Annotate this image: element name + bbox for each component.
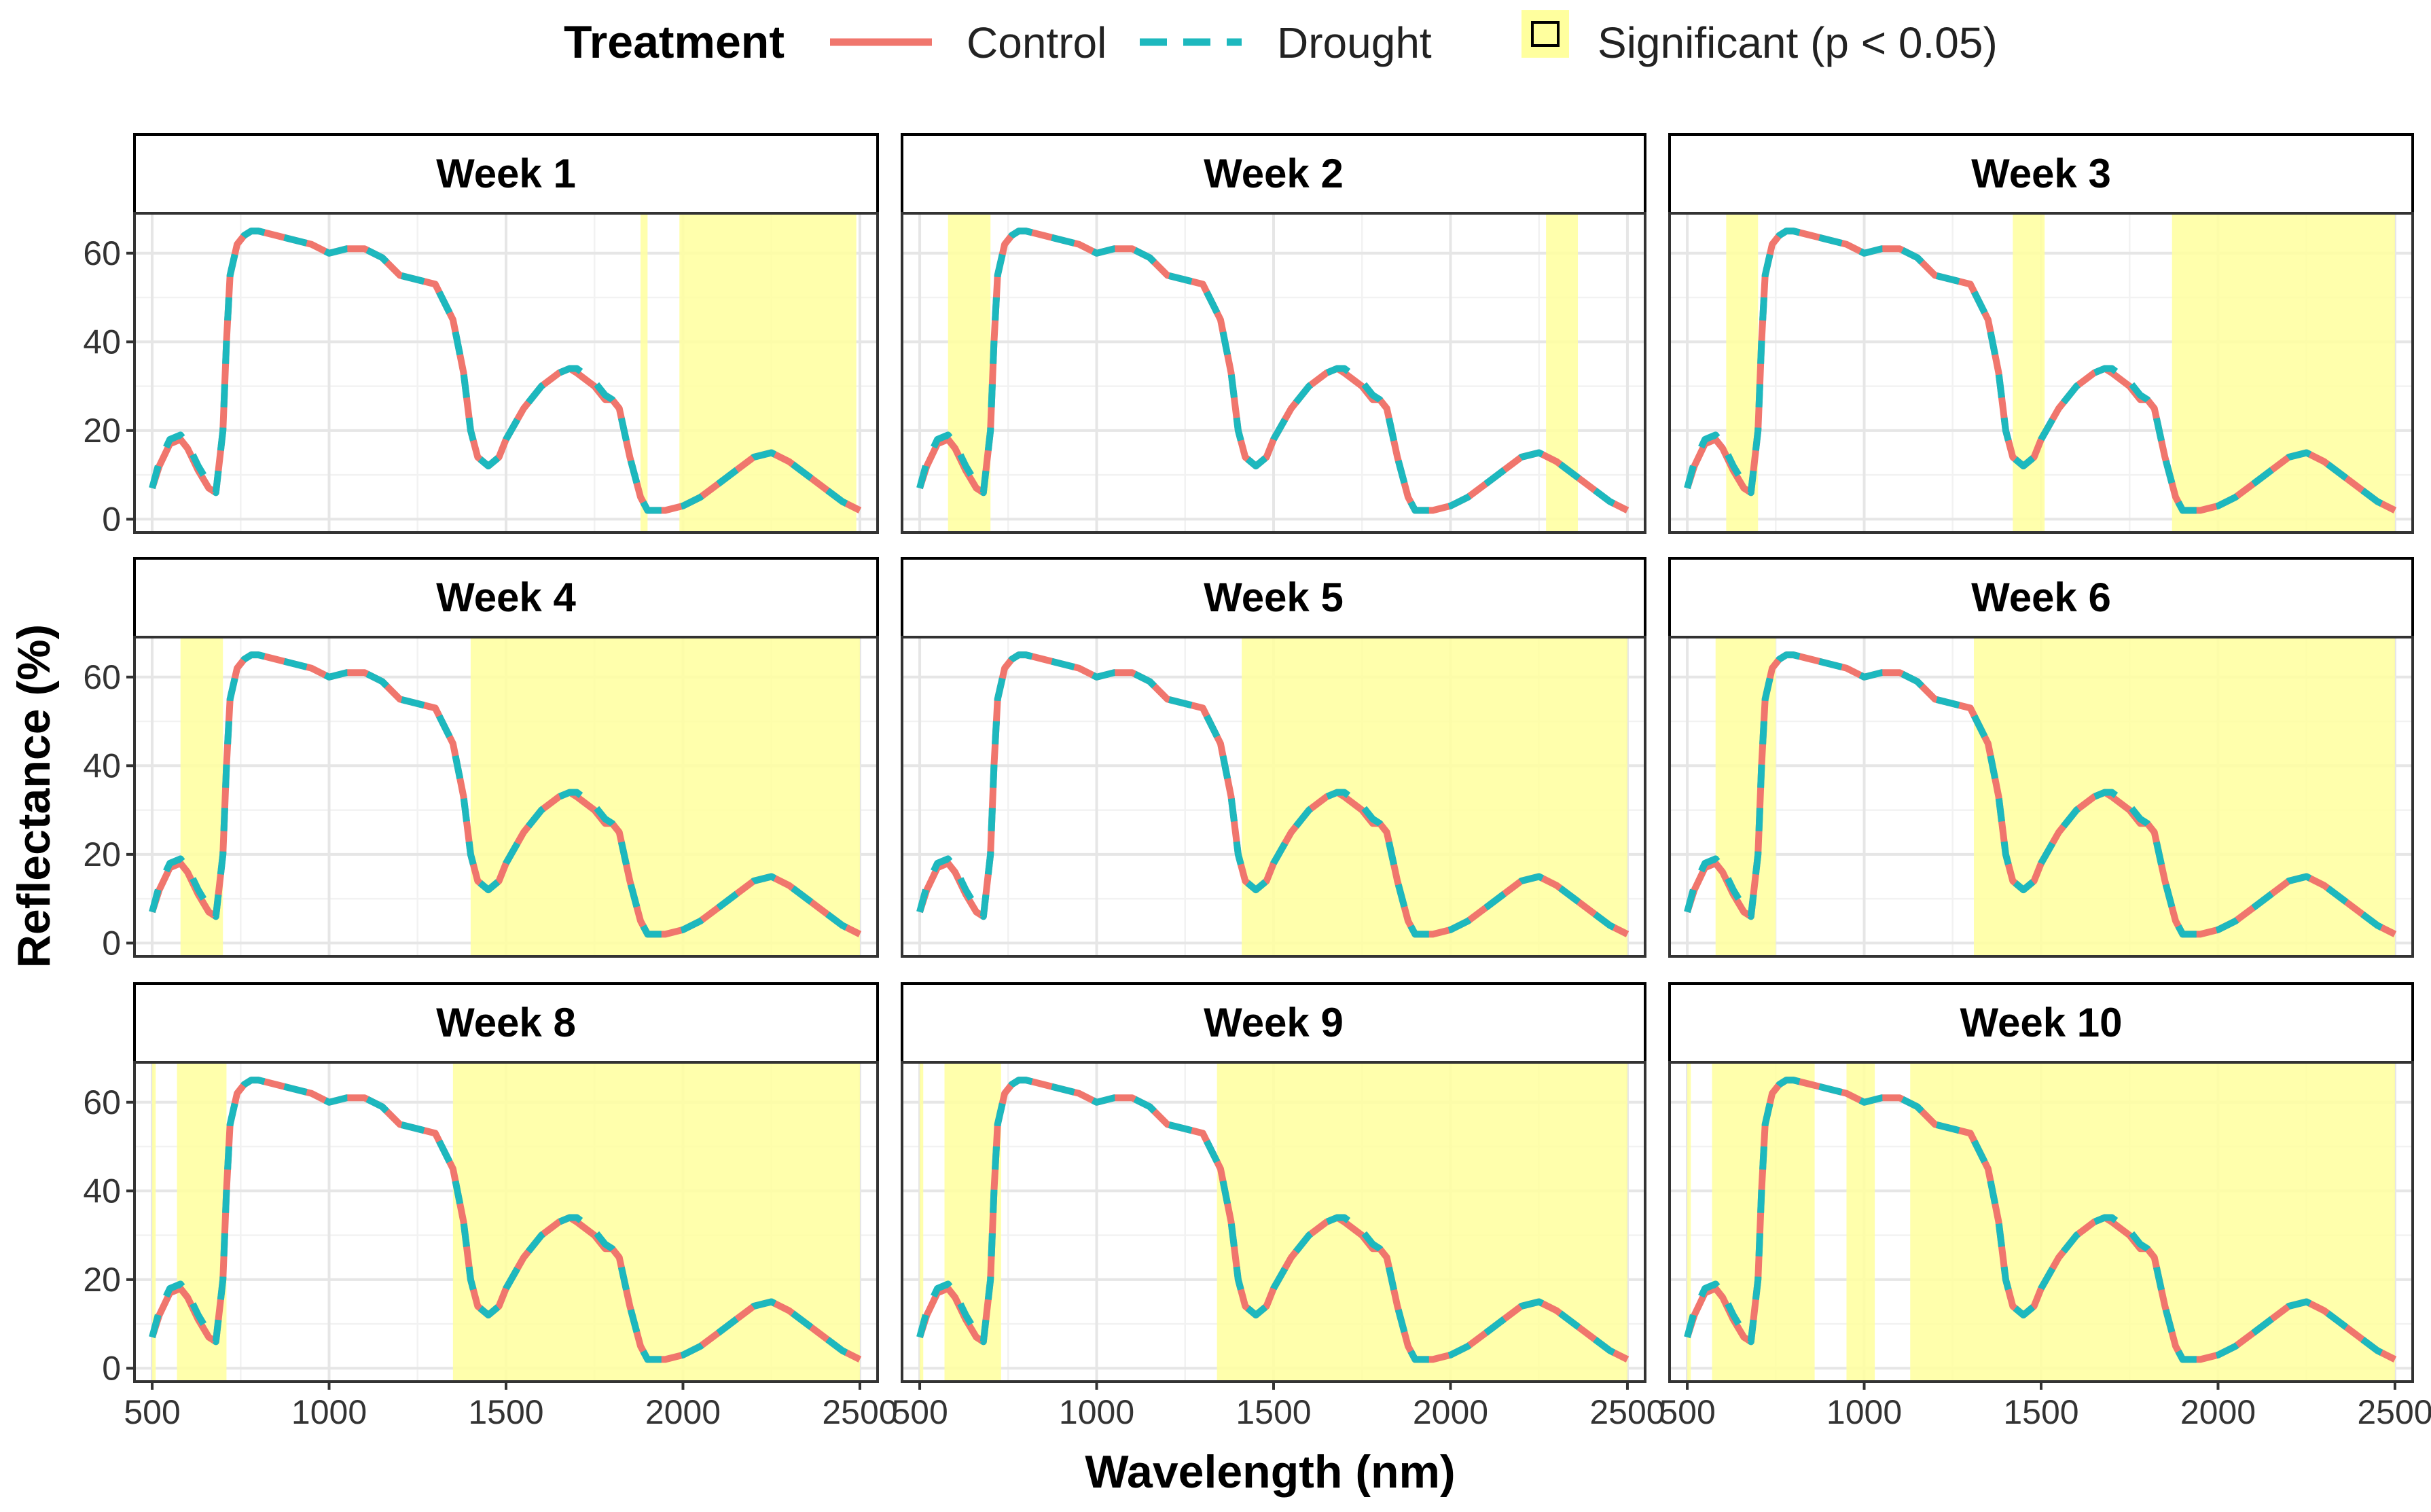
- significant-region: [1974, 637, 2395, 956]
- panel-strip: [133, 982, 879, 1064]
- x-tick-label: 2500: [1589, 1393, 1665, 1431]
- y-tick-label: 20: [83, 835, 121, 874]
- panel-title: Week 4: [436, 575, 576, 620]
- panel-week: Week 5: [901, 557, 1646, 958]
- panel-title: Week 6: [1971, 575, 2111, 620]
- panel-week: Week 4 0 20 40 60: [83, 557, 879, 962]
- panel-border: [901, 212, 1646, 534]
- x-tick-label: 2000: [645, 1393, 721, 1431]
- panel-strip: [133, 557, 879, 638]
- legend-title: Treatment: [564, 16, 785, 68]
- panel-strip: [1668, 557, 2414, 638]
- x-tick-label: 1000: [1059, 1393, 1134, 1431]
- x-tick-label: 500: [891, 1393, 948, 1431]
- x-tick-label: 500: [1659, 1393, 1715, 1431]
- panel-strip: [901, 133, 1646, 215]
- x-tick-label: 2500: [2357, 1393, 2431, 1431]
- panel-week: Week 3: [1668, 133, 2414, 534]
- drought-line: [149, 228, 862, 514]
- panel-title: Week 8: [436, 1000, 576, 1045]
- panel-title: Week 5: [1204, 575, 1344, 620]
- significant-region: [679, 213, 857, 533]
- panel-strip: [901, 982, 1646, 1064]
- panel-border: [901, 636, 1646, 958]
- drought-line: [916, 651, 1629, 938]
- legend: Treatment Control Drought Significant (p…: [564, 10, 1998, 68]
- drought-line: [1684, 651, 2397, 938]
- x-tick-label: 1000: [1826, 1393, 1902, 1431]
- panel-border: [133, 636, 879, 958]
- x-tick-label: 1500: [2003, 1393, 2078, 1431]
- significant-region: [920, 1062, 924, 1382]
- legend-significant-box-icon: [1531, 21, 1560, 47]
- panel-title: Week 2: [1204, 151, 1344, 196]
- y-tick-label: 60: [83, 234, 121, 272]
- significant-region: [452, 1062, 860, 1382]
- panel-border: [1668, 212, 2414, 534]
- panel-title: Week 10: [1960, 1000, 2122, 1045]
- y-tick-label: 0: [102, 924, 121, 962]
- y-tick-label: 60: [83, 658, 121, 696]
- significant-region: [640, 213, 648, 533]
- significant-region: [2172, 213, 2395, 533]
- significant-region: [1846, 1062, 1875, 1382]
- panel-strip: [1668, 133, 2414, 215]
- drought-line: [149, 1077, 862, 1363]
- panel-strip: [901, 557, 1646, 638]
- x-tick-label: 1500: [1236, 1393, 1311, 1431]
- panel-title: Week 3: [1971, 151, 2111, 196]
- panel-week: Week 10 500 1000 1500 2000 2500: [1659, 982, 2431, 1431]
- panel-border: [1668, 636, 2414, 958]
- x-tick-label: 1500: [468, 1393, 543, 1431]
- significant-region: [1687, 1062, 1691, 1382]
- legend-significant-swatch: [1521, 10, 1569, 58]
- y-tick-label: 40: [83, 746, 121, 785]
- panel-strip: [1668, 982, 2414, 1064]
- drought-line: [916, 1077, 1629, 1363]
- significant-region: [470, 637, 860, 956]
- y-axis-label: Reflectance (%): [8, 624, 60, 968]
- significant-region: [1910, 1062, 2395, 1382]
- x-tick-label: 2500: [822, 1393, 897, 1431]
- significant-region: [152, 1062, 156, 1382]
- panel-border: [133, 212, 879, 534]
- y-tick-label: 0: [102, 500, 121, 538]
- legend-control-label: Control: [967, 18, 1106, 67]
- y-tick-label: 20: [83, 412, 121, 450]
- significant-region: [1217, 1062, 1627, 1382]
- drought-line: [149, 651, 862, 938]
- panel-week: Week 1 0 20 40 60: [83, 133, 879, 538]
- panel-week: Week 2: [901, 133, 1646, 534]
- drought-line: [916, 228, 1629, 514]
- panel-title: Week 9: [1204, 1000, 1344, 1045]
- legend-significant-label: Significant (p < 0.05): [1598, 18, 1998, 67]
- y-tick-label: 60: [83, 1083, 121, 1121]
- panel-strip: [133, 133, 879, 215]
- panel-week: Week 8 0 20 40 60 500 1000 1500 2000 2500: [83, 982, 898, 1431]
- significant-region: [1242, 637, 1627, 956]
- x-tick-label: 2000: [1413, 1393, 1488, 1431]
- x-tick-label: 2000: [2180, 1393, 2256, 1431]
- y-tick-label: 40: [83, 1172, 121, 1210]
- x-tick-label: 500: [124, 1393, 180, 1431]
- x-axis-label: Wavelength (nm): [1085, 1446, 1455, 1498]
- x-tick-label: 1000: [291, 1393, 367, 1431]
- significant-region: [1546, 213, 1579, 533]
- significant-region: [2013, 213, 2045, 533]
- panel-week: Week 6: [1668, 557, 2414, 958]
- y-tick-label: 40: [83, 323, 121, 361]
- drought-line: [1684, 1077, 2397, 1363]
- drought-line: [1684, 228, 2397, 514]
- y-tick-label: 0: [102, 1349, 121, 1387]
- y-tick-label: 20: [83, 1261, 121, 1299]
- panel-title: Week 1: [436, 151, 576, 196]
- legend-drought-label: Drought: [1277, 18, 1432, 67]
- panel-week: Week 9 500 1000 1500 2000 2500: [891, 982, 1665, 1431]
